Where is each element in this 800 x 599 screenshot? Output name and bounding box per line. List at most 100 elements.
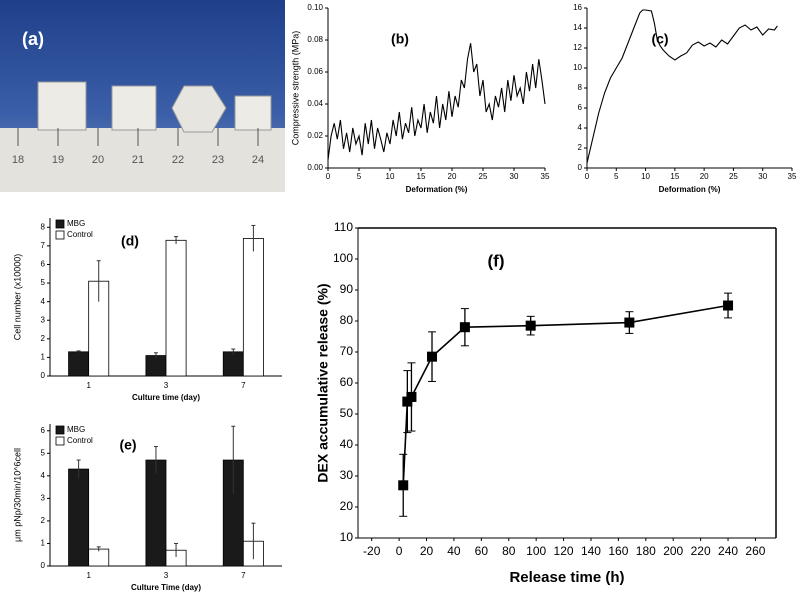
legend-label: Control	[67, 230, 93, 239]
x-axis-label: Deformation (%)	[659, 185, 721, 194]
y-tick-label: 8	[41, 222, 46, 231]
scaffold	[37, 81, 87, 131]
panel-label: (c)	[651, 31, 668, 47]
ruler-label: 22	[172, 154, 184, 166]
y-tick-label: 0.06	[307, 67, 323, 76]
y-tick-label: 3	[41, 315, 46, 324]
legend-label: Control	[67, 436, 93, 445]
line	[586, 9, 778, 164]
panel-label: (f)	[488, 251, 505, 270]
x-tick-label: 5	[614, 172, 619, 181]
x-tick-label: 30	[758, 172, 767, 181]
bar	[145, 355, 167, 377]
y-tick-label: 0	[41, 561, 46, 570]
bar	[88, 548, 110, 567]
y-tick-label: 0.08	[307, 35, 323, 44]
scaffold	[171, 85, 227, 133]
y-tick-label: 100	[333, 251, 353, 265]
ruler-label: 20	[92, 154, 104, 166]
x-tick-label: 200	[663, 544, 683, 558]
line	[327, 43, 546, 161]
marker	[723, 300, 734, 311]
legend-swatch	[55, 219, 65, 229]
x-tick-label: 20	[700, 172, 709, 181]
ruler-label: 18	[12, 154, 24, 166]
y-axis-label: μm pNp/30min/10^6cell	[12, 448, 22, 542]
y-tick-label: 6	[41, 426, 46, 435]
y-tick-label: 4	[41, 297, 46, 306]
bar	[68, 351, 90, 377]
x-tick-label: 0	[585, 172, 590, 181]
marker	[459, 322, 470, 333]
y-tick-label: 6	[41, 260, 46, 269]
ruler-label: 24	[252, 154, 264, 166]
y-tick-label: 30	[340, 468, 354, 482]
y-tick-label: 5	[41, 448, 46, 457]
bar	[68, 468, 90, 567]
x-tick-label: 7	[241, 571, 246, 580]
ruler-label: 19	[52, 154, 64, 166]
marker	[398, 480, 409, 491]
x-tick-label: 35	[788, 172, 797, 181]
x-tick-label: 7	[241, 381, 246, 390]
marker	[406, 391, 417, 402]
y-tick-label: 0.00	[307, 163, 323, 172]
x-tick-label: 100	[526, 544, 546, 558]
y-tick-label: 0.04	[307, 99, 323, 108]
panel-label: (a)	[22, 29, 44, 49]
y-tick-label: 14	[573, 23, 582, 32]
bar	[145, 459, 167, 567]
ruler	[0, 128, 285, 192]
bar	[222, 351, 244, 377]
bar	[165, 239, 187, 377]
x-tick-label: 0	[396, 544, 403, 558]
legend-swatch	[55, 436, 65, 446]
y-tick-label: 8	[578, 83, 583, 92]
legend-label: MBG	[67, 219, 85, 228]
ruler-label: 21	[132, 154, 144, 166]
x-tick-label: 80	[502, 544, 516, 558]
y-tick-label: 0	[578, 163, 583, 172]
y-tick-label: 0	[41, 371, 46, 380]
y-tick-label: 1	[41, 353, 46, 362]
scaffold	[234, 95, 272, 131]
y-tick-label: 20	[340, 499, 354, 513]
x-axis-label: Culture Time (day)	[131, 583, 201, 592]
y-axis-label: DEX accumulative release (%)	[315, 283, 331, 482]
x-tick-label: 3	[164, 571, 169, 580]
ruler-label: 23	[212, 154, 224, 166]
x-tick-label: 40	[447, 544, 461, 558]
marker	[525, 320, 536, 331]
y-tick-label: 0.10	[307, 3, 323, 12]
scaffold	[111, 85, 157, 131]
y-tick-label: 50	[340, 406, 354, 420]
x-tick-label: 15	[417, 172, 426, 181]
y-axis-label: Cell number (x10000)	[12, 254, 22, 341]
y-tick-label: 1	[41, 539, 46, 548]
x-tick-label: 5	[357, 172, 362, 181]
panel-label: (b)	[391, 31, 409, 47]
x-tick-label: 160	[608, 544, 628, 558]
legend-swatch	[55, 425, 65, 435]
y-tick-label: 2	[41, 334, 46, 343]
x-tick-label: 35	[541, 172, 550, 181]
bar	[242, 238, 264, 377]
x-tick-label: 20	[420, 544, 434, 558]
x-tick-label: 10	[641, 172, 650, 181]
y-tick-label: 2	[41, 516, 46, 525]
x-tick-label: 25	[479, 172, 488, 181]
x-tick-label: 25	[729, 172, 738, 181]
y-tick-label: 2	[578, 143, 583, 152]
marker	[427, 351, 438, 362]
x-tick-label: 30	[510, 172, 519, 181]
y-tick-label: 16	[573, 3, 582, 12]
y-tick-label: 4	[41, 471, 46, 480]
y-tick-label: 10	[340, 530, 354, 544]
y-axis-label: Compressive strength (MPa)	[290, 31, 300, 146]
x-tick-label: 220	[691, 544, 711, 558]
y-tick-label: 40	[340, 437, 354, 451]
x-tick-label: 180	[636, 544, 656, 558]
y-tick-label: 0.02	[307, 131, 323, 140]
y-tick-label: 4	[578, 123, 583, 132]
x-tick-label: 260	[745, 544, 765, 558]
